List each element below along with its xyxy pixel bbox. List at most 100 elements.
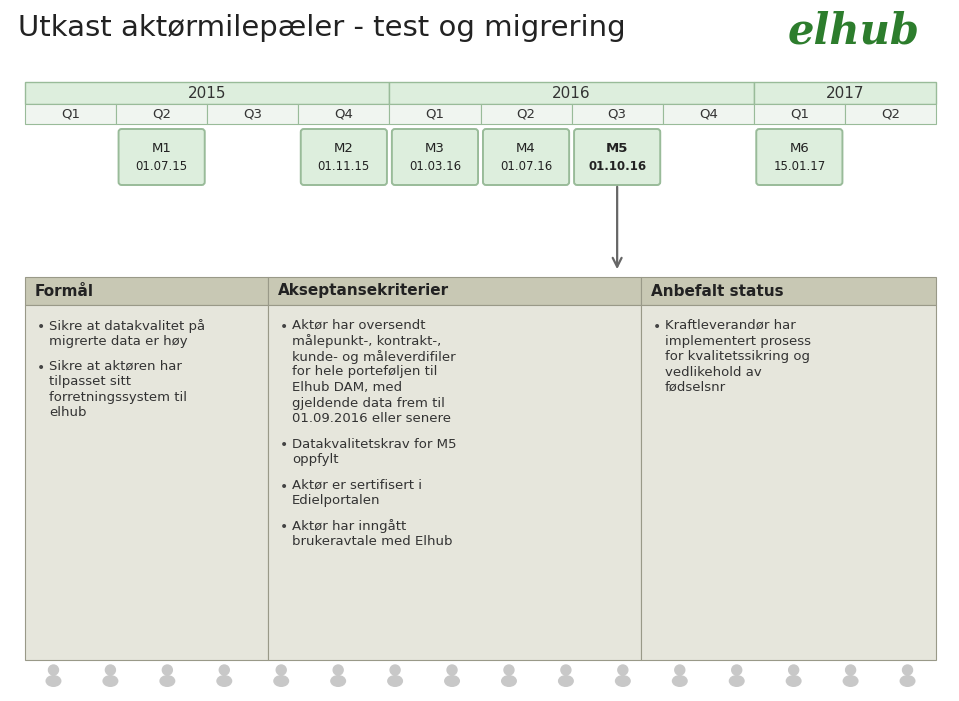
Circle shape [732,665,741,675]
Text: kunde- og måleverdifiler: kunde- og måleverdifiler [292,350,456,364]
Text: Q4: Q4 [699,107,717,121]
Ellipse shape [217,675,232,687]
Text: fødselsnr: fødselsnr [665,381,726,394]
Circle shape [333,665,343,675]
Text: 01.07.15: 01.07.15 [135,161,188,174]
FancyBboxPatch shape [25,305,268,660]
Text: Datakvalitetskrav for M5: Datakvalitetskrav for M5 [292,437,456,451]
Text: M4: M4 [516,142,536,154]
Text: Anbefalt status: Anbefalt status [651,283,784,299]
FancyBboxPatch shape [845,104,936,124]
Text: elhub: elhub [788,10,920,52]
FancyBboxPatch shape [25,104,116,124]
Circle shape [618,665,628,675]
Text: gjeldende data frem til: gjeldende data frem til [292,397,445,409]
Ellipse shape [159,675,175,687]
Text: Q3: Q3 [244,107,262,121]
Text: Q1: Q1 [61,107,80,121]
Ellipse shape [785,675,802,687]
Text: 01.09.2016 eller senere: 01.09.2016 eller senere [292,412,451,425]
Ellipse shape [843,675,858,687]
Text: målepunkt-, kontrakt-,: målepunkt-, kontrakt-, [292,334,441,348]
Circle shape [162,665,173,675]
Text: Edielportalen: Edielportalen [292,494,381,507]
Text: migrerte data er høy: migrerte data er høy [49,334,188,348]
Text: Q2: Q2 [881,107,900,121]
Ellipse shape [672,675,688,687]
Circle shape [105,665,115,675]
Text: M5: M5 [606,142,628,154]
FancyBboxPatch shape [663,104,754,124]
FancyBboxPatch shape [301,129,386,185]
Text: Q2: Q2 [152,107,171,121]
Ellipse shape [729,675,745,687]
Text: 15.01.17: 15.01.17 [773,161,826,174]
FancyBboxPatch shape [574,129,660,185]
Circle shape [276,665,286,675]
Text: 01.10.16: 01.10.16 [588,161,646,174]
Ellipse shape [103,675,118,687]
Text: Formål: Formål [35,283,94,299]
FancyBboxPatch shape [754,82,936,104]
FancyBboxPatch shape [757,129,842,185]
Text: for kvalitetssikring og: for kvalitetssikring og [665,350,810,363]
FancyBboxPatch shape [268,305,641,660]
FancyBboxPatch shape [268,277,641,305]
Text: Aktør er sertifisert i: Aktør er sertifisert i [292,479,422,491]
Text: Q3: Q3 [608,107,626,121]
Text: M3: M3 [425,142,445,154]
Text: Q1: Q1 [790,107,808,121]
Text: Kraftleverandør har: Kraftleverandør har [665,319,796,332]
Ellipse shape [444,675,460,687]
Text: elhub: elhub [49,407,86,419]
Text: •: • [653,320,662,334]
Text: •: • [280,439,289,453]
Text: oppfylt: oppfylt [292,453,339,466]
Text: •: • [280,479,289,494]
Ellipse shape [330,675,346,687]
Circle shape [675,665,685,675]
FancyBboxPatch shape [116,104,207,124]
Text: M6: M6 [789,142,809,154]
Text: 2017: 2017 [826,86,864,100]
Text: •: • [280,320,289,334]
Text: •: • [280,521,289,534]
FancyBboxPatch shape [572,104,663,124]
FancyBboxPatch shape [207,104,298,124]
Text: 01.07.16: 01.07.16 [500,161,552,174]
Text: 01.03.16: 01.03.16 [409,161,461,174]
FancyBboxPatch shape [754,104,845,124]
FancyBboxPatch shape [480,104,572,124]
FancyBboxPatch shape [25,277,268,305]
Text: •: • [37,320,45,334]
Text: Q4: Q4 [335,107,353,121]
Ellipse shape [273,675,290,687]
Text: Akseptansekriterier: Akseptansekriterier [278,283,449,299]
Text: Sikre at aktøren har: Sikre at aktøren har [49,360,182,373]
FancyBboxPatch shape [392,129,478,185]
FancyBboxPatch shape [298,104,389,124]
Circle shape [788,665,799,675]
Text: vedlikehold av: vedlikehold av [665,365,761,379]
Text: 01.11.15: 01.11.15 [317,161,370,174]
Circle shape [390,665,400,675]
Text: 2015: 2015 [188,86,226,100]
FancyBboxPatch shape [389,82,754,104]
Circle shape [49,665,58,675]
Text: tilpasset sitt: tilpasset sitt [49,376,131,388]
Ellipse shape [501,675,517,687]
Ellipse shape [615,675,631,687]
FancyBboxPatch shape [641,305,936,660]
Text: Q1: Q1 [426,107,444,121]
FancyBboxPatch shape [483,129,569,185]
Text: •: • [37,361,45,375]
FancyBboxPatch shape [119,129,204,185]
FancyBboxPatch shape [641,277,936,305]
Circle shape [220,665,229,675]
Text: Sikre at datakvalitet på: Sikre at datakvalitet på [49,319,205,333]
Text: brukeravtale med Elhub: brukeravtale med Elhub [292,535,453,548]
Text: implementert prosess: implementert prosess [665,334,811,348]
Circle shape [561,665,571,675]
Ellipse shape [900,675,916,687]
Text: Aktør har oversendt: Aktør har oversendt [292,319,426,332]
